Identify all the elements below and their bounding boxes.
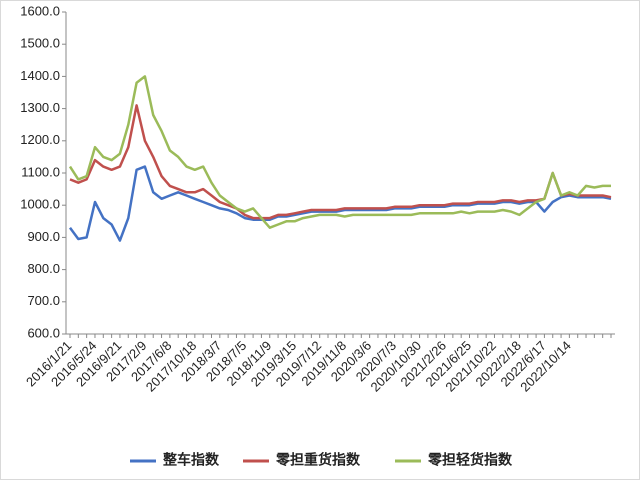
series-line — [69, 104, 612, 220]
y-tick-label: 1500.0 — [20, 36, 60, 51]
y-tick-label: 600.0 — [27, 325, 60, 340]
series-line — [68, 75, 611, 229]
y-tick-label: 1300.0 — [20, 100, 60, 115]
y-tick-label: 700.0 — [27, 293, 60, 308]
series-line — [68, 165, 612, 242]
legend-text: 零担轻货指数 — [427, 452, 513, 468]
y-tick-label: 1200.0 — [20, 132, 60, 147]
legend-text: 零担重货指数 — [275, 452, 361, 468]
legend-text: 整车指数 — [162, 452, 220, 468]
y-tick-label: 1400.0 — [20, 68, 60, 83]
y-tick-label: 1600.0 — [20, 3, 60, 18]
y-tick-label: 900.0 — [27, 229, 60, 244]
y-tick-label: 1100.0 — [21, 164, 60, 179]
y-tick-label: 800.0 — [27, 261, 60, 276]
y-tick-label: 1000.0 — [20, 197, 60, 212]
